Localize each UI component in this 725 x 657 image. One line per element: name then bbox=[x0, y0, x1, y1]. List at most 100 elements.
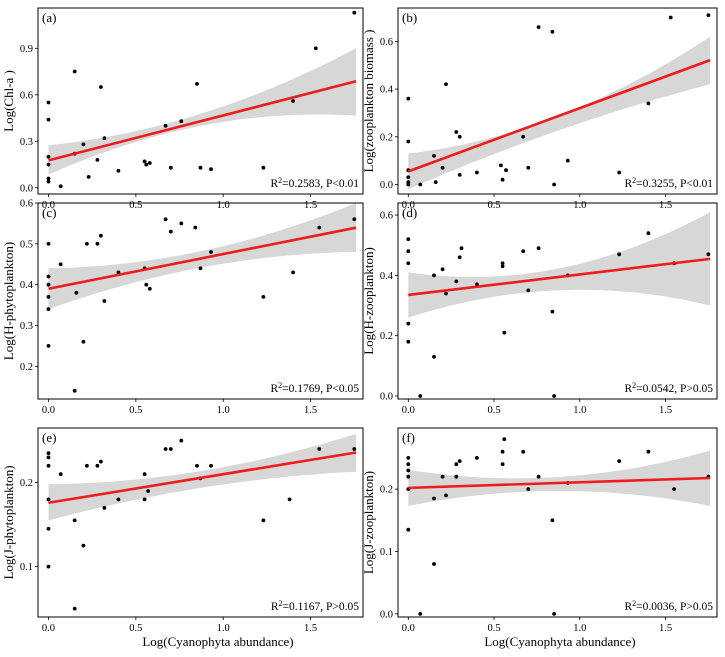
data-point bbox=[46, 162, 51, 167]
y-axis-title: Log(J-zooplankton) bbox=[361, 471, 376, 574]
data-point bbox=[500, 449, 505, 454]
data-point bbox=[406, 249, 411, 254]
panel-3: 0.0 0.5 1.0 1.5 0.2 0.3 0.4 0.5 0.6 Log(H-phytopl… bbox=[1, 199, 364, 416]
data-point bbox=[502, 437, 507, 442]
x-tick-label: 0.0 bbox=[42, 623, 55, 634]
data-point bbox=[454, 279, 459, 284]
y-tick-label: 0.6 bbox=[380, 211, 393, 222]
data-point bbox=[163, 217, 168, 222]
x-tick-label: 1.0 bbox=[217, 405, 230, 416]
data-point bbox=[406, 96, 411, 101]
data-point bbox=[147, 286, 152, 291]
y-axis-title: Log(H-zooplankton) bbox=[361, 247, 376, 355]
data-point bbox=[58, 184, 63, 189]
data-point bbox=[81, 339, 86, 344]
data-point bbox=[102, 505, 107, 510]
data-point bbox=[179, 221, 184, 226]
y-tick-label: 0.2 bbox=[380, 132, 393, 143]
y-tick-label: 0.0 bbox=[380, 391, 393, 402]
data-point bbox=[142, 159, 147, 164]
data-point bbox=[102, 136, 107, 141]
data-point bbox=[46, 463, 51, 468]
data-point bbox=[95, 241, 100, 246]
data-point bbox=[457, 255, 462, 260]
x-tick-label: 1.5 bbox=[304, 405, 317, 416]
panel-frame bbox=[397, 7, 718, 195]
data-point bbox=[457, 134, 462, 139]
panel-6: 0.0 0.5 1.0 1.5 0.0 0.1 0.2 Log(J-zooplankton) (… bbox=[361, 427, 718, 634]
x-axis-title-left: Log(Cyanophyta abundance) bbox=[142, 634, 293, 649]
data-point bbox=[432, 273, 436, 278]
data-point bbox=[499, 163, 503, 168]
y-tick-label: 0.0 bbox=[20, 183, 33, 194]
panel-4: 0.0 0.5 1.0 1.5 0.0 0.2 0.4 0.6 Log(H-zooplankto… bbox=[361, 202, 718, 416]
data-point bbox=[317, 447, 322, 451]
data-point bbox=[444, 291, 448, 296]
data-point bbox=[193, 225, 198, 230]
regression-line bbox=[407, 58, 711, 173]
data-point bbox=[504, 168, 508, 173]
data-point bbox=[46, 564, 51, 569]
panel-2: 0.0 0.5 1.0 1.5 0.0 0.2 0.4 0.6 Log(zooplankton … bbox=[361, 7, 718, 211]
data-point bbox=[406, 175, 411, 180]
data-point bbox=[198, 165, 203, 170]
data-point bbox=[536, 25, 541, 29]
data-point bbox=[261, 295, 266, 299]
data-point bbox=[95, 463, 100, 468]
data-point bbox=[313, 46, 318, 51]
data-point bbox=[706, 13, 711, 18]
data-point bbox=[418, 394, 423, 398]
data-point bbox=[536, 474, 541, 479]
data-point bbox=[418, 612, 423, 616]
data-point bbox=[147, 161, 152, 165]
data-point bbox=[46, 497, 51, 502]
panel-frame bbox=[397, 202, 718, 400]
data-point bbox=[46, 154, 51, 159]
y-tick-label: 0.6 bbox=[20, 199, 33, 210]
regression-line bbox=[48, 79, 357, 162]
data-point bbox=[526, 165, 531, 170]
data-point bbox=[85, 463, 89, 468]
data-point bbox=[81, 543, 86, 548]
data-point bbox=[195, 82, 199, 86]
y-axis-title: Log(Chl-a ) bbox=[1, 70, 16, 132]
data-point bbox=[261, 518, 266, 523]
x-tick-label: 0.0 bbox=[402, 623, 415, 634]
data-point bbox=[521, 134, 526, 139]
regression-line bbox=[408, 476, 711, 490]
panel-frame bbox=[37, 202, 364, 400]
data-point bbox=[352, 447, 357, 451]
data-point bbox=[195, 463, 199, 468]
confidence-band bbox=[48, 203, 356, 310]
panel-tag: (e) bbox=[42, 430, 56, 445]
data-point bbox=[46, 344, 51, 348]
data-point bbox=[454, 462, 459, 467]
data-point bbox=[536, 246, 541, 251]
data-point bbox=[646, 101, 651, 106]
x-tick-label: 1.5 bbox=[659, 623, 672, 634]
data-point bbox=[418, 182, 423, 187]
confidence-band bbox=[408, 36, 711, 190]
data-point bbox=[668, 15, 673, 20]
data-point bbox=[500, 177, 505, 182]
data-point bbox=[475, 170, 479, 175]
data-point bbox=[526, 288, 531, 293]
x-tick-label: 1.5 bbox=[304, 623, 317, 634]
y-axis-title: Log(J-phytoplankton) bbox=[1, 465, 16, 579]
data-point bbox=[500, 462, 505, 467]
x-tick-label: 0.5 bbox=[487, 405, 500, 416]
data-point bbox=[454, 474, 459, 479]
x-tick-label: 1.5 bbox=[659, 200, 672, 211]
data-point bbox=[168, 229, 173, 234]
data-point bbox=[142, 497, 147, 502]
data-point bbox=[58, 472, 63, 477]
data-point bbox=[209, 167, 213, 172]
data-point bbox=[179, 119, 184, 124]
data-point bbox=[85, 241, 89, 246]
data-point bbox=[142, 472, 147, 477]
data-point bbox=[521, 249, 526, 254]
data-point bbox=[209, 250, 213, 254]
data-point bbox=[46, 241, 51, 246]
x-tick-label: 1.5 bbox=[304, 200, 317, 211]
